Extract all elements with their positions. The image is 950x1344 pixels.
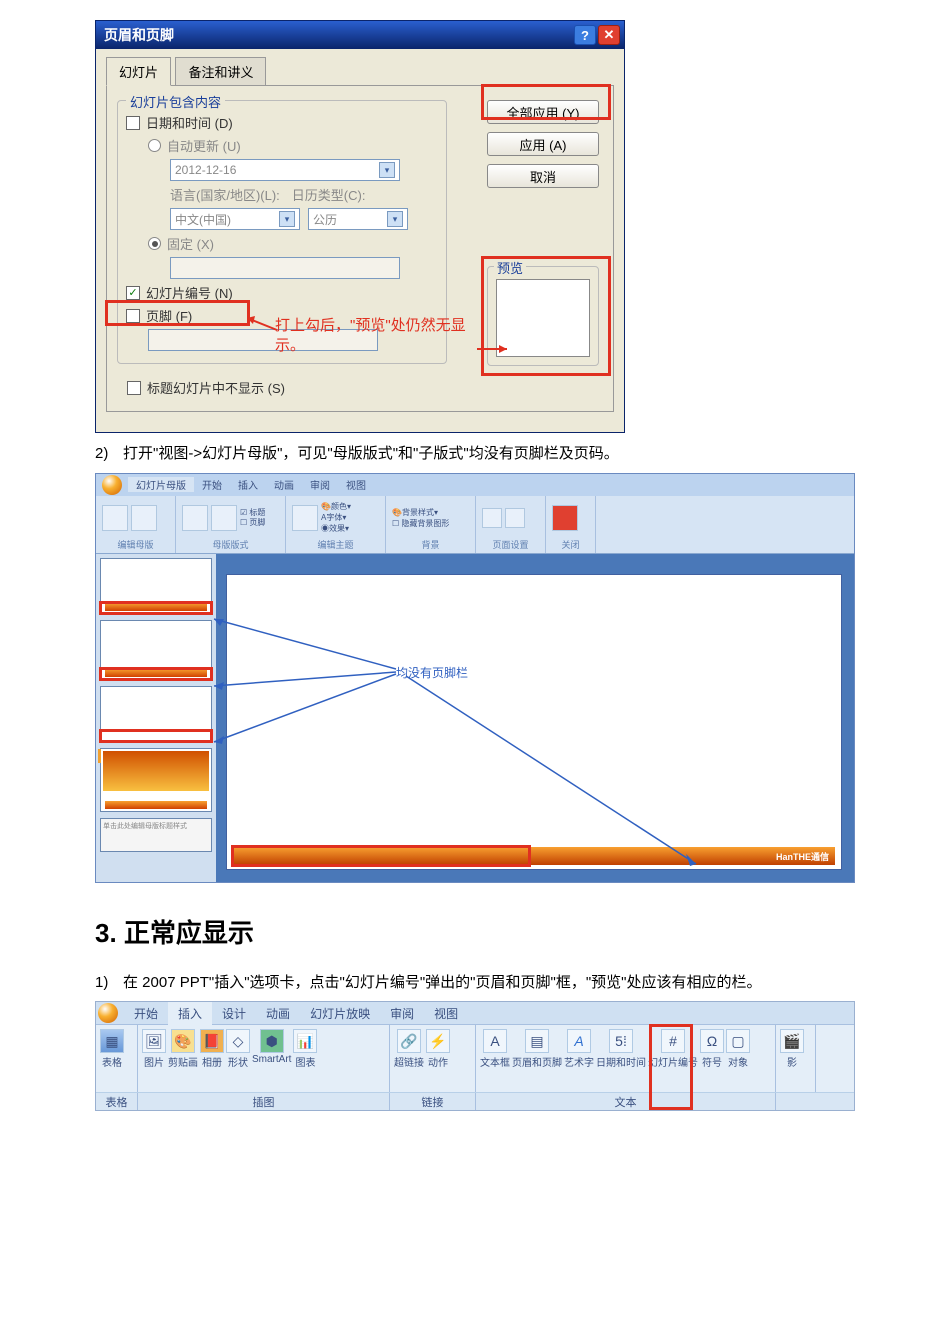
s3-tab-anim[interactable]: 动画: [256, 1002, 300, 1025]
clipart-icon[interactable]: 🎨剪贴画: [168, 1029, 198, 1069]
preview-label: 预览: [494, 258, 526, 277]
grp-tables: 表格: [96, 1093, 138, 1110]
dialog-title: 页眉和页脚: [104, 25, 174, 45]
s3-tabs: 开始 插入 设计 动画 幻灯片放映 审阅 视图: [96, 1002, 854, 1024]
object-icon[interactable]: ▢对象: [726, 1029, 750, 1069]
wordart-icon[interactable]: A艺术字: [564, 1029, 594, 1069]
dialog-titlebar: 页眉和页脚 ? ✕: [96, 21, 624, 49]
action-icon[interactable]: ⚡动作: [426, 1029, 450, 1069]
datetime-icon[interactable]: 5⁞日期和时间: [596, 1029, 646, 1069]
s3-tab-design[interactable]: 设计: [212, 1002, 256, 1025]
annotation-text: 打上勾后，"预览"处仍然无显示。: [275, 316, 475, 355]
tab-slide[interactable]: 幻灯片: [106, 57, 171, 86]
help-button[interactable]: ?: [574, 25, 596, 45]
dontshow-checkbox[interactable]: [127, 381, 141, 395]
slidenum-label: 幻灯片编号 (N): [146, 283, 233, 302]
blue-annotation: 均没有页脚栏: [396, 664, 468, 681]
shapes-icon[interactable]: ◇形状: [226, 1029, 250, 1069]
s3-tab-view[interactable]: 视图: [424, 1002, 468, 1025]
cal-dropdown[interactable]: 公历▾: [308, 208, 408, 230]
chart-icon[interactable]: 📊图表: [293, 1029, 317, 1069]
header-footer-dialog: 页眉和页脚 ? ✕ 幻灯片 备注和讲义 幻灯片包含内容 日期和时间 (D) 自动…: [95, 20, 625, 433]
tab-anim[interactable]: 动画: [266, 477, 302, 492]
s3-tab-home[interactable]: 开始: [124, 1002, 168, 1025]
symbol-icon[interactable]: Ω符号: [700, 1029, 724, 1069]
table-icon[interactable]: ▦表格: [100, 1029, 124, 1069]
thumb-4[interactable]: [100, 748, 212, 812]
grp-links: 链接: [390, 1093, 476, 1110]
ribbon-tabs: 幻灯片母版 开始 插入 动画 审阅 视图: [96, 474, 854, 496]
para3-text: 在 2007 PPT"插入"选项卡，点击"幻灯片编号"弹出的"页眉和页脚"框，"…: [123, 970, 855, 996]
tab-view[interactable]: 视图: [338, 477, 374, 492]
grp-illus: 插图: [138, 1093, 390, 1110]
lang-label: 语言(国家/地区)(L):: [170, 185, 280, 204]
office-orb[interactable]: [102, 475, 122, 495]
close-button[interactable]: ✕: [598, 25, 620, 45]
tab-master[interactable]: 幻灯片母版: [128, 477, 194, 492]
s3-tab-show[interactable]: 幻灯片放映: [300, 1002, 380, 1025]
thumb-5[interactable]: 单击此处编辑母版标题样式: [100, 818, 212, 852]
slide-canvas: HanTHE通信: [226, 574, 842, 870]
para2-text: 打开"视图->幻灯片母版"，可见"母版版式"和"子版式"均没有页脚栏及页码。: [123, 441, 855, 467]
ribbon: 编辑母版 ☑ 标题☐ 页脚母版版式 🎨颜色▾A字体▾◉效果▾编辑主题 🎨背景样式…: [96, 496, 854, 554]
slidenum-checkbox[interactable]: ✓: [126, 286, 140, 300]
tab-home[interactable]: 开始: [194, 477, 230, 492]
fieldset-title: 幻灯片包含内容: [126, 92, 225, 111]
heading-3: 3. 正常应显示: [95, 913, 855, 950]
thumb-1[interactable]: [100, 558, 212, 614]
auto-update-label: 自动更新 (U): [167, 136, 241, 155]
thumb-2[interactable]: [100, 620, 212, 680]
grp-text: 文本: [476, 1093, 776, 1110]
para-2: 2) 打开"视图->幻灯片母版"，可见"母版版式"和"子版式"均没有页脚栏及页码…: [95, 441, 855, 467]
auto-update-radio[interactable]: [148, 139, 161, 152]
thumbnail-pane: 单击此处编辑母版标题样式: [96, 554, 216, 882]
footer-checkbox[interactable]: [126, 309, 140, 323]
ppt-master-screenshot: 幻灯片母版 开始 插入 动画 审阅 视图 编辑母版 ☑ 标题☐ 页脚母版版式 🎨…: [95, 473, 855, 883]
s3-tab-insert[interactable]: 插入: [168, 1002, 212, 1025]
thumb-3[interactable]: [100, 686, 212, 742]
cal-label: 日历类型(C):: [292, 185, 366, 204]
smartart-icon[interactable]: ⬢SmartArt: [252, 1029, 291, 1065]
office-orb-2[interactable]: [98, 1003, 118, 1023]
slide-footer-bar: HanTHE通信: [233, 847, 835, 865]
para-3: 1) 在 2007 PPT"插入"选项卡，点击"幻灯片编号"弹出的"页眉和页脚"…: [95, 970, 855, 996]
lang-dropdown[interactable]: 中文(中国)▾: [170, 208, 300, 230]
para3-num: 1): [95, 970, 123, 996]
tab-review[interactable]: 审阅: [302, 477, 338, 492]
date-dropdown[interactable]: 2012-12-16▾: [170, 159, 400, 181]
datetime-label: 日期和时间 (D): [146, 113, 233, 132]
picture-icon[interactable]: 🖼图片: [142, 1029, 166, 1069]
apply-all-button[interactable]: 全部应用 (Y): [487, 100, 599, 124]
dontshow-label: 标题幻灯片中不显示 (S): [147, 378, 285, 397]
textbox-icon[interactable]: A文本框: [480, 1029, 510, 1069]
para2-num: 2): [95, 441, 123, 467]
fixed-input[interactable]: [170, 257, 400, 279]
headerfooter-icon[interactable]: ▤页眉和页脚: [512, 1029, 562, 1069]
fixed-label: 固定 (X): [167, 234, 214, 253]
fixed-radio[interactable]: [148, 237, 161, 250]
album-icon[interactable]: 📕相册: [200, 1029, 224, 1069]
tab-insert[interactable]: 插入: [230, 477, 266, 492]
ppt-insert-ribbon: 开始 插入 设计 动画 幻灯片放映 审阅 视图 ▦表格 🖼图片 🎨剪贴画 📕相册…: [95, 1001, 855, 1111]
preview-group: 预览: [487, 266, 599, 366]
s3-tab-review[interactable]: 审阅: [380, 1002, 424, 1025]
preview-canvas: [496, 279, 590, 357]
movie-icon[interactable]: 🎬影: [780, 1029, 804, 1069]
apply-button[interactable]: 应用 (A): [487, 132, 599, 156]
tab-notes[interactable]: 备注和讲义: [175, 57, 266, 85]
datetime-checkbox[interactable]: [126, 116, 140, 130]
side-buttons: 全部应用 (Y) 应用 (A) 取消: [487, 100, 599, 188]
cancel-button[interactable]: 取消: [487, 164, 599, 188]
slidenum-icon[interactable]: #幻灯片编号: [648, 1029, 698, 1069]
hyperlink-icon[interactable]: 🔗超链接: [394, 1029, 424, 1069]
footer-label: 页脚 (F): [146, 306, 192, 325]
